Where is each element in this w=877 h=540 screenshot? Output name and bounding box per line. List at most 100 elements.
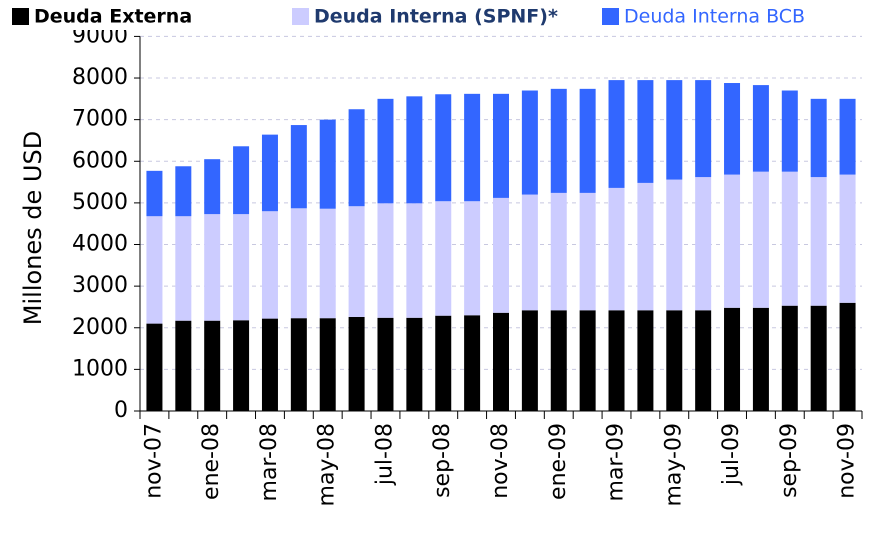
bar-segment xyxy=(261,134,278,212)
bar-segment xyxy=(724,83,741,175)
bar-segment xyxy=(637,80,654,183)
bar-segment xyxy=(435,315,452,411)
bar-segment xyxy=(319,318,336,411)
bar-segment xyxy=(348,206,365,317)
bar-segment xyxy=(435,201,452,316)
y-tick-label: 2000 xyxy=(72,315,128,340)
bar-segment xyxy=(348,316,365,411)
bar-segment xyxy=(233,320,250,411)
bar-segment xyxy=(493,312,509,411)
y-tick-label: 0 xyxy=(114,398,128,423)
x-tick-label: jul-08 xyxy=(372,423,397,486)
bar-segment xyxy=(464,201,481,316)
x-tick-label: nov-09 xyxy=(835,423,860,499)
bar-segment xyxy=(521,194,538,311)
bar-segment xyxy=(493,197,509,313)
bar-segment xyxy=(579,192,596,311)
y-tick-label: 1000 xyxy=(72,356,128,381)
bar-segment xyxy=(233,146,250,215)
x-tick-label: sep-09 xyxy=(777,423,802,498)
x-tick-label: nov-08 xyxy=(488,423,513,499)
bar-segment xyxy=(550,88,567,193)
bar-segment xyxy=(666,179,683,311)
bar-segment xyxy=(175,166,192,217)
bar-segment xyxy=(175,320,192,411)
bar-segment xyxy=(204,214,221,321)
bar-segment xyxy=(146,216,163,324)
legend-swatch xyxy=(292,8,309,25)
bar-segment xyxy=(290,208,307,319)
bar-segment xyxy=(579,310,596,411)
legend-swatch xyxy=(602,8,619,25)
y-tick-label: 3000 xyxy=(72,273,128,298)
bar-segment xyxy=(550,192,567,311)
x-tick-label: mar-08 xyxy=(257,423,282,501)
bar-segment xyxy=(406,96,423,204)
bar-segment xyxy=(319,119,336,209)
legend-label: Deuda Interna (SPNF)* xyxy=(314,6,558,28)
bar-segment xyxy=(406,317,423,411)
bar-segment xyxy=(752,171,769,308)
bar-segment xyxy=(233,214,250,321)
bar-segment xyxy=(435,94,452,202)
bar-segment xyxy=(839,302,856,411)
legend-label: Deuda Interna BCB xyxy=(624,6,805,28)
legend-swatch xyxy=(12,8,29,25)
x-tick-label: jul-09 xyxy=(719,423,744,486)
bar-segment xyxy=(781,171,798,306)
bar-segment xyxy=(464,315,481,411)
bar-segment xyxy=(146,323,163,411)
bar-segment xyxy=(666,80,683,180)
y-tick-label: 6000 xyxy=(72,148,128,173)
bar-segment xyxy=(637,310,654,411)
bar-segment xyxy=(724,174,741,308)
bar-segment xyxy=(781,90,798,172)
bar-segment xyxy=(550,310,567,411)
bar-segment xyxy=(839,98,856,175)
x-tick-label: ene-09 xyxy=(546,423,571,500)
x-tick-label: may-08 xyxy=(315,423,340,506)
bar-segment xyxy=(521,310,538,411)
bar-segment xyxy=(319,208,336,319)
bar-segment xyxy=(695,80,712,178)
bar-segment xyxy=(695,310,712,411)
bar-segment xyxy=(839,174,856,303)
bar-segment xyxy=(608,80,625,188)
y-tick-label: 7000 xyxy=(72,107,128,132)
y-tick-label: 4000 xyxy=(72,232,128,257)
bar-segment xyxy=(810,98,827,178)
bar-segment xyxy=(406,203,423,318)
bar-segment xyxy=(290,318,307,411)
bar-segment xyxy=(377,203,394,318)
legend-label: Deuda Externa xyxy=(34,6,192,28)
bar-segment xyxy=(724,307,741,411)
bar-segment xyxy=(261,318,278,411)
bar-segment xyxy=(810,305,827,411)
y-tick-label: 5000 xyxy=(72,190,128,215)
bar-segment xyxy=(781,305,798,411)
bar-segment xyxy=(146,170,163,217)
x-tick-label: ene-08 xyxy=(199,423,224,500)
x-tick-label: sep-08 xyxy=(430,423,455,498)
y-tick-label: 8000 xyxy=(72,65,128,90)
bar-segment xyxy=(290,125,307,209)
bar-segment xyxy=(348,109,365,207)
bar-segment xyxy=(666,310,683,411)
y-axis-label: Millones de USD xyxy=(19,131,47,325)
bar-segment xyxy=(695,177,712,311)
legend-background xyxy=(0,0,877,30)
bar-segment xyxy=(752,307,769,411)
bar-segment xyxy=(261,211,278,319)
bar-segment xyxy=(464,93,481,202)
x-tick-label: nov-07 xyxy=(141,423,166,499)
bar-segment xyxy=(204,159,221,215)
bar-segment xyxy=(521,90,538,195)
bar-segment xyxy=(810,177,827,306)
bar-segment xyxy=(752,85,769,172)
x-tick-label: mar-09 xyxy=(604,423,629,501)
bar-segment xyxy=(579,88,596,193)
bar-segment xyxy=(204,320,221,411)
bar-segment xyxy=(637,182,654,311)
bar-segment xyxy=(493,93,509,198)
